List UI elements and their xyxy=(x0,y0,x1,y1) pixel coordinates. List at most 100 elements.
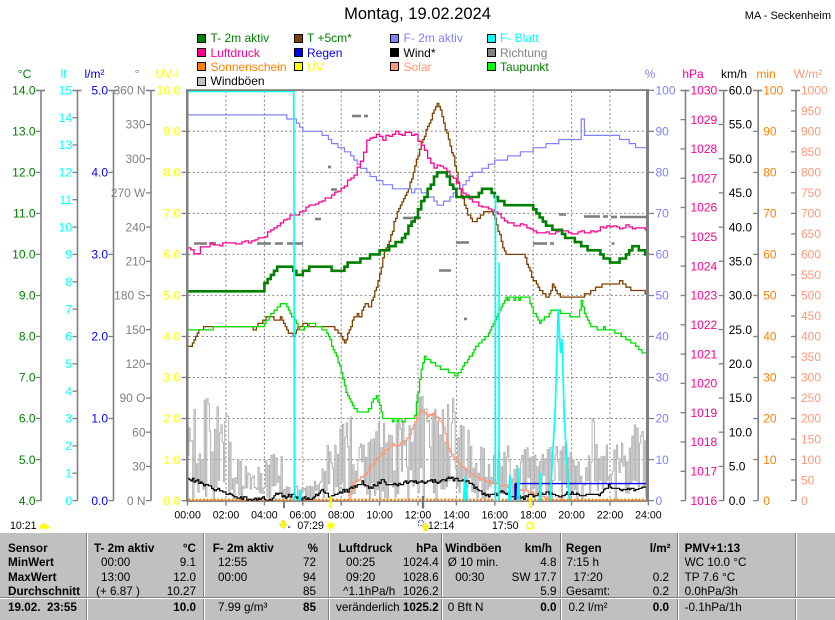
svg-text:45.0: 45.0 xyxy=(729,186,753,200)
svg-text:1028: 1028 xyxy=(691,142,718,156)
svg-text:0.0: 0.0 xyxy=(163,494,180,508)
svg-text:5.0: 5.0 xyxy=(19,453,36,467)
svg-text:1: 1 xyxy=(65,466,72,480)
svg-text:07:29: 07:29 xyxy=(297,520,324,532)
svg-text:20:00: 20:00 xyxy=(558,510,585,522)
svg-text:1000: 1000 xyxy=(801,84,828,98)
svg-text:70: 70 xyxy=(656,207,670,221)
svg-text:1027: 1027 xyxy=(691,171,718,185)
svg-text:7: 7 xyxy=(65,302,72,316)
svg-text:600: 600 xyxy=(801,248,821,262)
svg-text:0: 0 xyxy=(65,494,72,508)
svg-text:10: 10 xyxy=(656,453,670,467)
svg-text:30: 30 xyxy=(132,460,146,474)
svg-text:15: 15 xyxy=(59,84,73,98)
svg-text:10.0: 10.0 xyxy=(12,248,36,262)
svg-text:60: 60 xyxy=(132,425,146,439)
svg-text:35.0: 35.0 xyxy=(729,255,753,269)
svg-text:9.0: 9.0 xyxy=(19,289,36,303)
svg-text:80: 80 xyxy=(656,166,670,180)
svg-text:0: 0 xyxy=(763,494,770,508)
svg-text:13.0: 13.0 xyxy=(12,125,36,139)
svg-text:450: 450 xyxy=(801,309,821,323)
svg-text:hPa: hPa xyxy=(682,67,704,81)
svg-text:10: 10 xyxy=(763,453,777,467)
svg-text:90 O: 90 O xyxy=(119,391,145,405)
svg-text:00:00: 00:00 xyxy=(174,510,201,522)
svg-text:4.0: 4.0 xyxy=(163,330,180,344)
svg-text:8.0: 8.0 xyxy=(19,330,36,344)
svg-text:14.0: 14.0 xyxy=(12,84,36,98)
svg-text:20.0: 20.0 xyxy=(729,357,753,371)
svg-text:1029: 1029 xyxy=(691,113,718,127)
svg-text:UV-I: UV-I xyxy=(155,67,178,81)
svg-text:360 N: 360 N xyxy=(113,84,145,98)
svg-text:70: 70 xyxy=(763,207,777,221)
svg-text:16:00: 16:00 xyxy=(482,510,509,522)
svg-text:270 W: 270 W xyxy=(111,186,146,200)
svg-text:min: min xyxy=(756,67,775,81)
svg-text:km/h: km/h xyxy=(721,67,747,81)
svg-text:20: 20 xyxy=(763,412,777,426)
svg-text:11.0: 11.0 xyxy=(13,207,36,221)
svg-text:0.0: 0.0 xyxy=(729,494,746,508)
svg-text:850: 850 xyxy=(801,145,821,159)
svg-text:10.0: 10.0 xyxy=(729,425,753,439)
svg-text:12:14: 12:14 xyxy=(428,520,455,532)
svg-text:55.0: 55.0 xyxy=(729,118,753,132)
svg-text:3.0: 3.0 xyxy=(91,248,108,262)
svg-text:15.0: 15.0 xyxy=(729,391,753,405)
svg-text:90: 90 xyxy=(763,125,777,139)
svg-text:1022: 1022 xyxy=(691,318,718,332)
svg-text:0: 0 xyxy=(801,494,808,508)
svg-text:20: 20 xyxy=(656,412,670,426)
svg-text:%: % xyxy=(645,67,656,81)
svg-text:0.0: 0.0 xyxy=(91,494,108,508)
svg-text:10.0: 10.0 xyxy=(157,84,181,98)
svg-text:40.0: 40.0 xyxy=(729,220,753,234)
svg-text:40: 40 xyxy=(656,330,670,344)
svg-text:18:00: 18:00 xyxy=(520,510,547,522)
svg-text:50: 50 xyxy=(801,473,815,487)
svg-text:50: 50 xyxy=(656,289,670,303)
svg-text:7.0: 7.0 xyxy=(163,207,180,221)
svg-text:lf: lf xyxy=(61,67,68,81)
svg-text:1.0: 1.0 xyxy=(91,412,108,426)
svg-text:210: 210 xyxy=(125,255,145,269)
svg-text:30: 30 xyxy=(763,371,777,385)
svg-text:2: 2 xyxy=(65,439,72,453)
svg-text:1023: 1023 xyxy=(691,289,718,303)
svg-text:8: 8 xyxy=(65,275,72,289)
svg-text:5: 5 xyxy=(65,357,72,371)
svg-text:60: 60 xyxy=(656,248,670,262)
svg-text:300: 300 xyxy=(801,371,821,385)
svg-text:l/m²: l/m² xyxy=(85,67,105,81)
svg-text:60.0: 60.0 xyxy=(729,84,753,98)
svg-text:150: 150 xyxy=(801,432,821,446)
svg-text:1018: 1018 xyxy=(691,435,718,449)
svg-text:1017: 1017 xyxy=(691,465,718,479)
svg-text:0 N: 0 N xyxy=(127,494,146,508)
svg-text:5.0: 5.0 xyxy=(163,289,180,303)
svg-text:250: 250 xyxy=(801,391,821,405)
svg-text:90: 90 xyxy=(656,125,670,139)
svg-text:14: 14 xyxy=(59,111,73,125)
svg-text:°C: °C xyxy=(18,67,32,81)
svg-text:5.0: 5.0 xyxy=(729,460,746,474)
svg-text:3: 3 xyxy=(65,412,72,426)
svg-text:1025: 1025 xyxy=(691,230,718,244)
svg-text:17:50: 17:50 xyxy=(492,520,519,532)
svg-text:04:00: 04:00 xyxy=(251,510,278,522)
svg-text:400: 400 xyxy=(801,330,821,344)
svg-text:30.0: 30.0 xyxy=(729,289,753,303)
svg-text:100: 100 xyxy=(656,84,676,98)
svg-text:60: 60 xyxy=(763,248,777,262)
svg-text:14:00: 14:00 xyxy=(443,510,470,522)
svg-text:4: 4 xyxy=(65,384,72,398)
svg-text:2.0: 2.0 xyxy=(163,412,180,426)
svg-text:1019: 1019 xyxy=(691,406,718,420)
svg-text:650: 650 xyxy=(801,227,821,241)
svg-text:8.0: 8.0 xyxy=(163,166,180,180)
svg-text:750: 750 xyxy=(801,186,821,200)
svg-text:W/m²: W/m² xyxy=(794,67,823,81)
